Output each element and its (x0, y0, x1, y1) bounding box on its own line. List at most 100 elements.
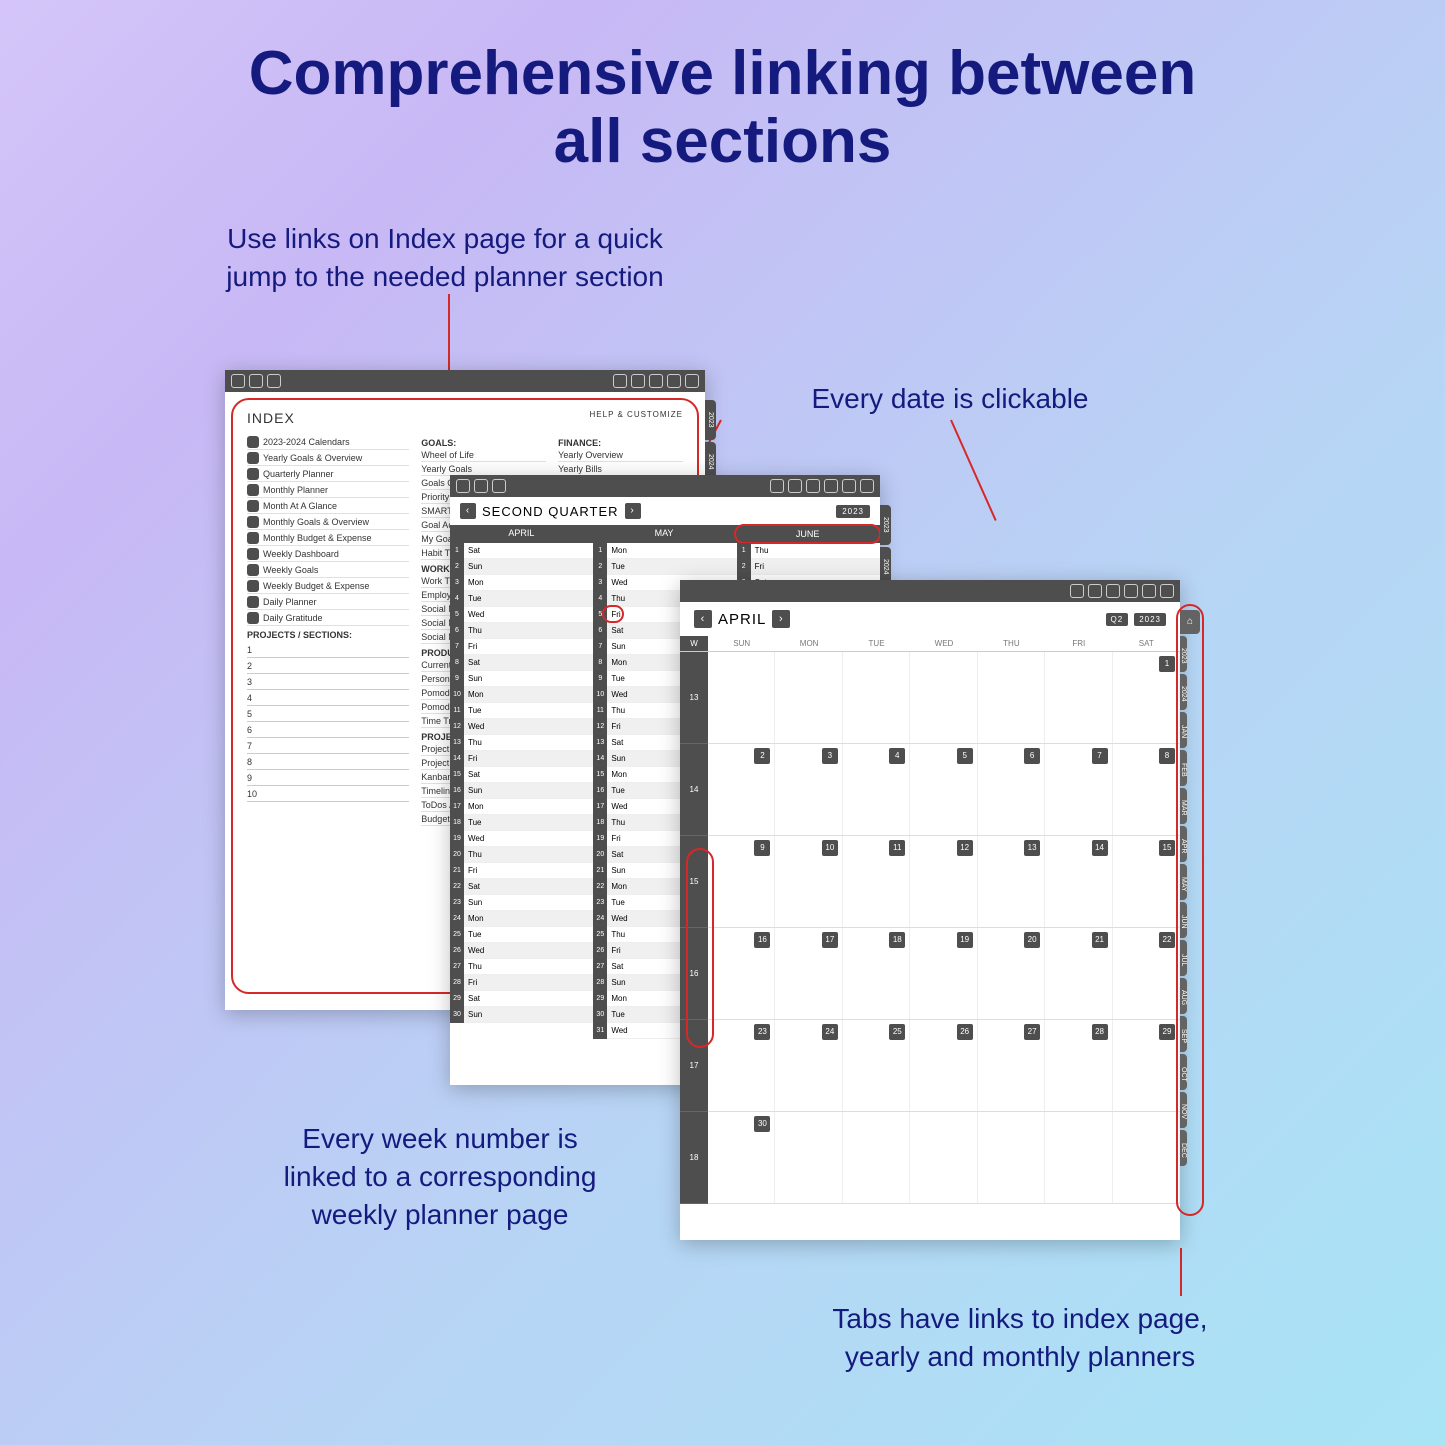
quarter-date[interactable]: 17Mon (450, 799, 593, 815)
arrow-icon[interactable] (1160, 584, 1174, 598)
quarter-date[interactable]: 1Thu (737, 543, 880, 559)
calendar-cell[interactable]: 8 (1113, 744, 1180, 835)
calendar-cell[interactable] (978, 1112, 1045, 1203)
week-number[interactable]: 18 (680, 1112, 708, 1204)
calendar-cell[interactable]: 13 (978, 836, 1045, 927)
home-icon[interactable] (231, 374, 245, 388)
index-item[interactable]: Wheel of Life (421, 450, 546, 462)
prev-button[interactable]: ‹ (460, 503, 476, 519)
calendar-cell[interactable]: 10 (775, 836, 842, 927)
calendar-cell[interactable] (910, 652, 977, 743)
quarter-date[interactable]: 13Thu (450, 735, 593, 751)
project-line[interactable]: 9 (247, 770, 409, 786)
calendar-cell[interactable]: 11 (843, 836, 910, 927)
quarter-date[interactable]: 5Wed (450, 607, 593, 623)
m-icon[interactable] (649, 374, 663, 388)
week-number[interactable]: 14 (680, 744, 708, 836)
quarter-date[interactable]: 8Sat (450, 655, 593, 671)
calendar-cell[interactable]: 28 (1045, 1020, 1112, 1111)
quarter-date[interactable]: 23Sun (450, 895, 593, 911)
calendar-cell[interactable] (1045, 1112, 1112, 1203)
project-line[interactable]: 7 (247, 738, 409, 754)
calendar-cell[interactable]: 5 (910, 744, 977, 835)
q-tag[interactable]: Q2 (1106, 613, 1129, 626)
q-icon[interactable] (631, 374, 645, 388)
tab-2023[interactable]: 2023 (705, 400, 716, 440)
calendar-cell[interactable]: 16 (708, 928, 775, 1019)
calendar-cell[interactable]: 17 (775, 928, 842, 1019)
next-button[interactable]: › (625, 503, 641, 519)
quarter-date[interactable]: 22Sat (450, 879, 593, 895)
calendar-cell[interactable]: 27 (978, 1020, 1045, 1111)
calendar-cell[interactable]: 24 (775, 1020, 842, 1111)
calendar-cell[interactable] (910, 1112, 977, 1203)
calendar-cell[interactable]: 12 (910, 836, 977, 927)
quarter-date[interactable]: 26Wed (450, 943, 593, 959)
quarter-date[interactable]: 15Sat (450, 767, 593, 783)
check-icon[interactable] (492, 479, 506, 493)
tab-2023[interactable]: 2023 (880, 505, 891, 545)
calendar-cell[interactable]: 29 (1113, 1020, 1180, 1111)
month-may[interactable]: MAY (593, 525, 736, 543)
m-icon[interactable] (806, 479, 820, 493)
calendar-cell[interactable]: 4 (843, 744, 910, 835)
w-icon[interactable] (1124, 584, 1138, 598)
index-item[interactable]: Weekly Dashboard (247, 548, 409, 562)
calendar-cell[interactable] (1113, 1112, 1180, 1203)
m-icon[interactable] (1106, 584, 1120, 598)
quarter-date[interactable]: 21Fri (450, 863, 593, 879)
quarter-date[interactable]: 12Wed (450, 719, 593, 735)
calendar-cell[interactable]: 15 (1113, 836, 1180, 927)
calendar-cell[interactable]: 30 (708, 1112, 775, 1203)
calendar-cell[interactable]: 3 (775, 744, 842, 835)
week-number[interactable]: 13 (680, 652, 708, 744)
quarter-date[interactable]: 9Sun (450, 671, 593, 687)
help-link[interactable]: HELP & CUSTOMIZE (590, 410, 684, 426)
month-april[interactable]: APRIL (450, 525, 593, 543)
project-line[interactable]: 10 (247, 786, 409, 802)
calendar-cell[interactable]: 18 (843, 928, 910, 1019)
calendar-cell[interactable]: 2 (708, 744, 775, 835)
quarter-date[interactable]: 2Tue (593, 559, 736, 575)
quarter-date[interactable]: 10Mon (450, 687, 593, 703)
index-item[interactable]: Month At A Glance (247, 500, 409, 514)
d-icon[interactable] (1142, 584, 1156, 598)
quarter-date[interactable]: 2Sun (450, 559, 593, 575)
calendar-cell[interactable] (775, 1112, 842, 1203)
project-line[interactable]: 8 (247, 754, 409, 770)
calendar-cell[interactable] (1045, 652, 1112, 743)
w-icon[interactable] (667, 374, 681, 388)
quarter-date[interactable]: 7Fri (450, 639, 593, 655)
project-line[interactable]: 5 (247, 706, 409, 722)
quarter-date[interactable]: 2Fri (737, 559, 880, 575)
calendar-cell[interactable]: 7 (1045, 744, 1112, 835)
arrow-icon[interactable] (860, 479, 874, 493)
quarter-date[interactable]: 18Tue (450, 815, 593, 831)
project-line[interactable]: 1 (247, 642, 409, 658)
y-icon[interactable] (613, 374, 627, 388)
calendar-cell[interactable] (708, 652, 775, 743)
project-line[interactable]: 2 (247, 658, 409, 674)
quarter-date[interactable]: 1Sat (450, 543, 593, 559)
index-item[interactable]: Monthly Budget & Expense (247, 532, 409, 546)
year-tag[interactable]: 2023 (836, 505, 870, 518)
quarter-date[interactable]: 19Wed (450, 831, 593, 847)
calendar-cell[interactable]: 9 (708, 836, 775, 927)
quarter-date[interactable]: 29Sat (450, 991, 593, 1007)
quarter-date[interactable]: 20Thu (450, 847, 593, 863)
index-item[interactable]: Monthly Planner (247, 484, 409, 498)
y-icon[interactable] (770, 479, 784, 493)
index-item[interactable]: Weekly Budget & Expense (247, 580, 409, 594)
calendar-cell[interactable]: 26 (910, 1020, 977, 1111)
quarter-date[interactable]: 1Mon (593, 543, 736, 559)
month-june[interactable]: JUNE (734, 524, 881, 544)
index-item[interactable]: Daily Planner (247, 596, 409, 610)
project-line[interactable]: 3 (247, 674, 409, 690)
cal-icon[interactable] (474, 479, 488, 493)
calendar-cell[interactable] (775, 652, 842, 743)
quarter-date[interactable]: 3Mon (450, 575, 593, 591)
quarter-date[interactable]: 16Sun (450, 783, 593, 799)
calendar-cell[interactable]: 22 (1113, 928, 1180, 1019)
project-line[interactable]: 6 (247, 722, 409, 738)
calendar-cell[interactable] (843, 1112, 910, 1203)
